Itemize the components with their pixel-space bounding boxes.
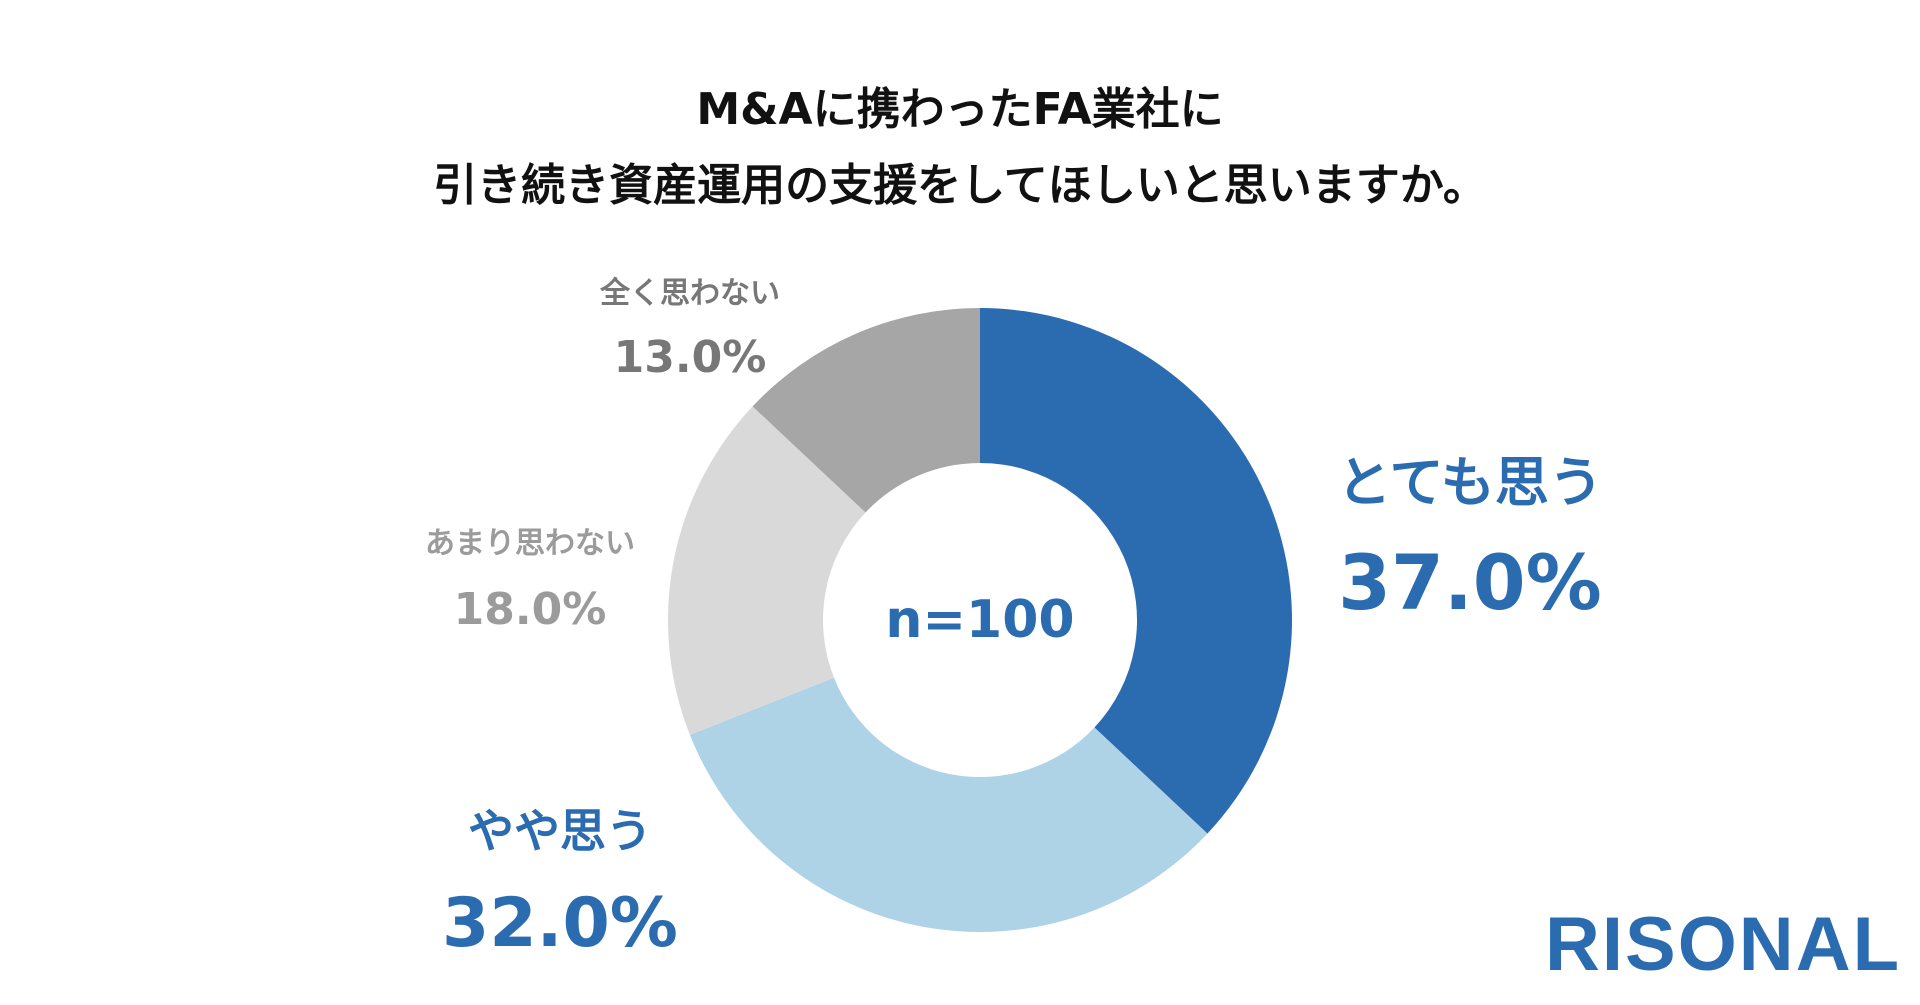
slice-name-totemo: とても思う: [1337, 451, 1603, 514]
donut-slice-mattaku: [752, 308, 980, 513]
slice-name-yaya: やや思う: [468, 804, 652, 858]
slice-name-amari: あまり思わない: [425, 526, 635, 561]
slice-value-totemo: 37.0%: [1338, 538, 1602, 627]
chart-title-line-1: M&Aに携わったFA業社に: [696, 84, 1224, 135]
slice-value-amari: 18.0%: [453, 584, 607, 635]
slice-label-amari: あまり思わない 18.0%: [380, 522, 680, 642]
sample-size-label: n=100: [885, 590, 1075, 650]
slice-label-yaya: やや思う 32.0%: [410, 800, 710, 974]
slice-value-yaya: 32.0%: [442, 884, 678, 963]
donut-slice-amari: [668, 406, 866, 735]
slice-label-totemo: とても思う 37.0%: [1300, 448, 1640, 638]
chart-title-line-2: 引き続き資産運用の支援をしてほしいと思いますか。: [433, 160, 1487, 211]
slice-value-mattaku: 13.0%: [613, 332, 767, 383]
slice-label-mattaku: 全く思わない 13.0%: [560, 272, 820, 390]
donut-slice-totemo: [980, 308, 1292, 834]
donut-slice-yaya: [689, 677, 1208, 932]
slice-name-mattaku: 全く思わない: [600, 276, 780, 311]
risonal-logo: RISONAL: [1545, 902, 1901, 987]
